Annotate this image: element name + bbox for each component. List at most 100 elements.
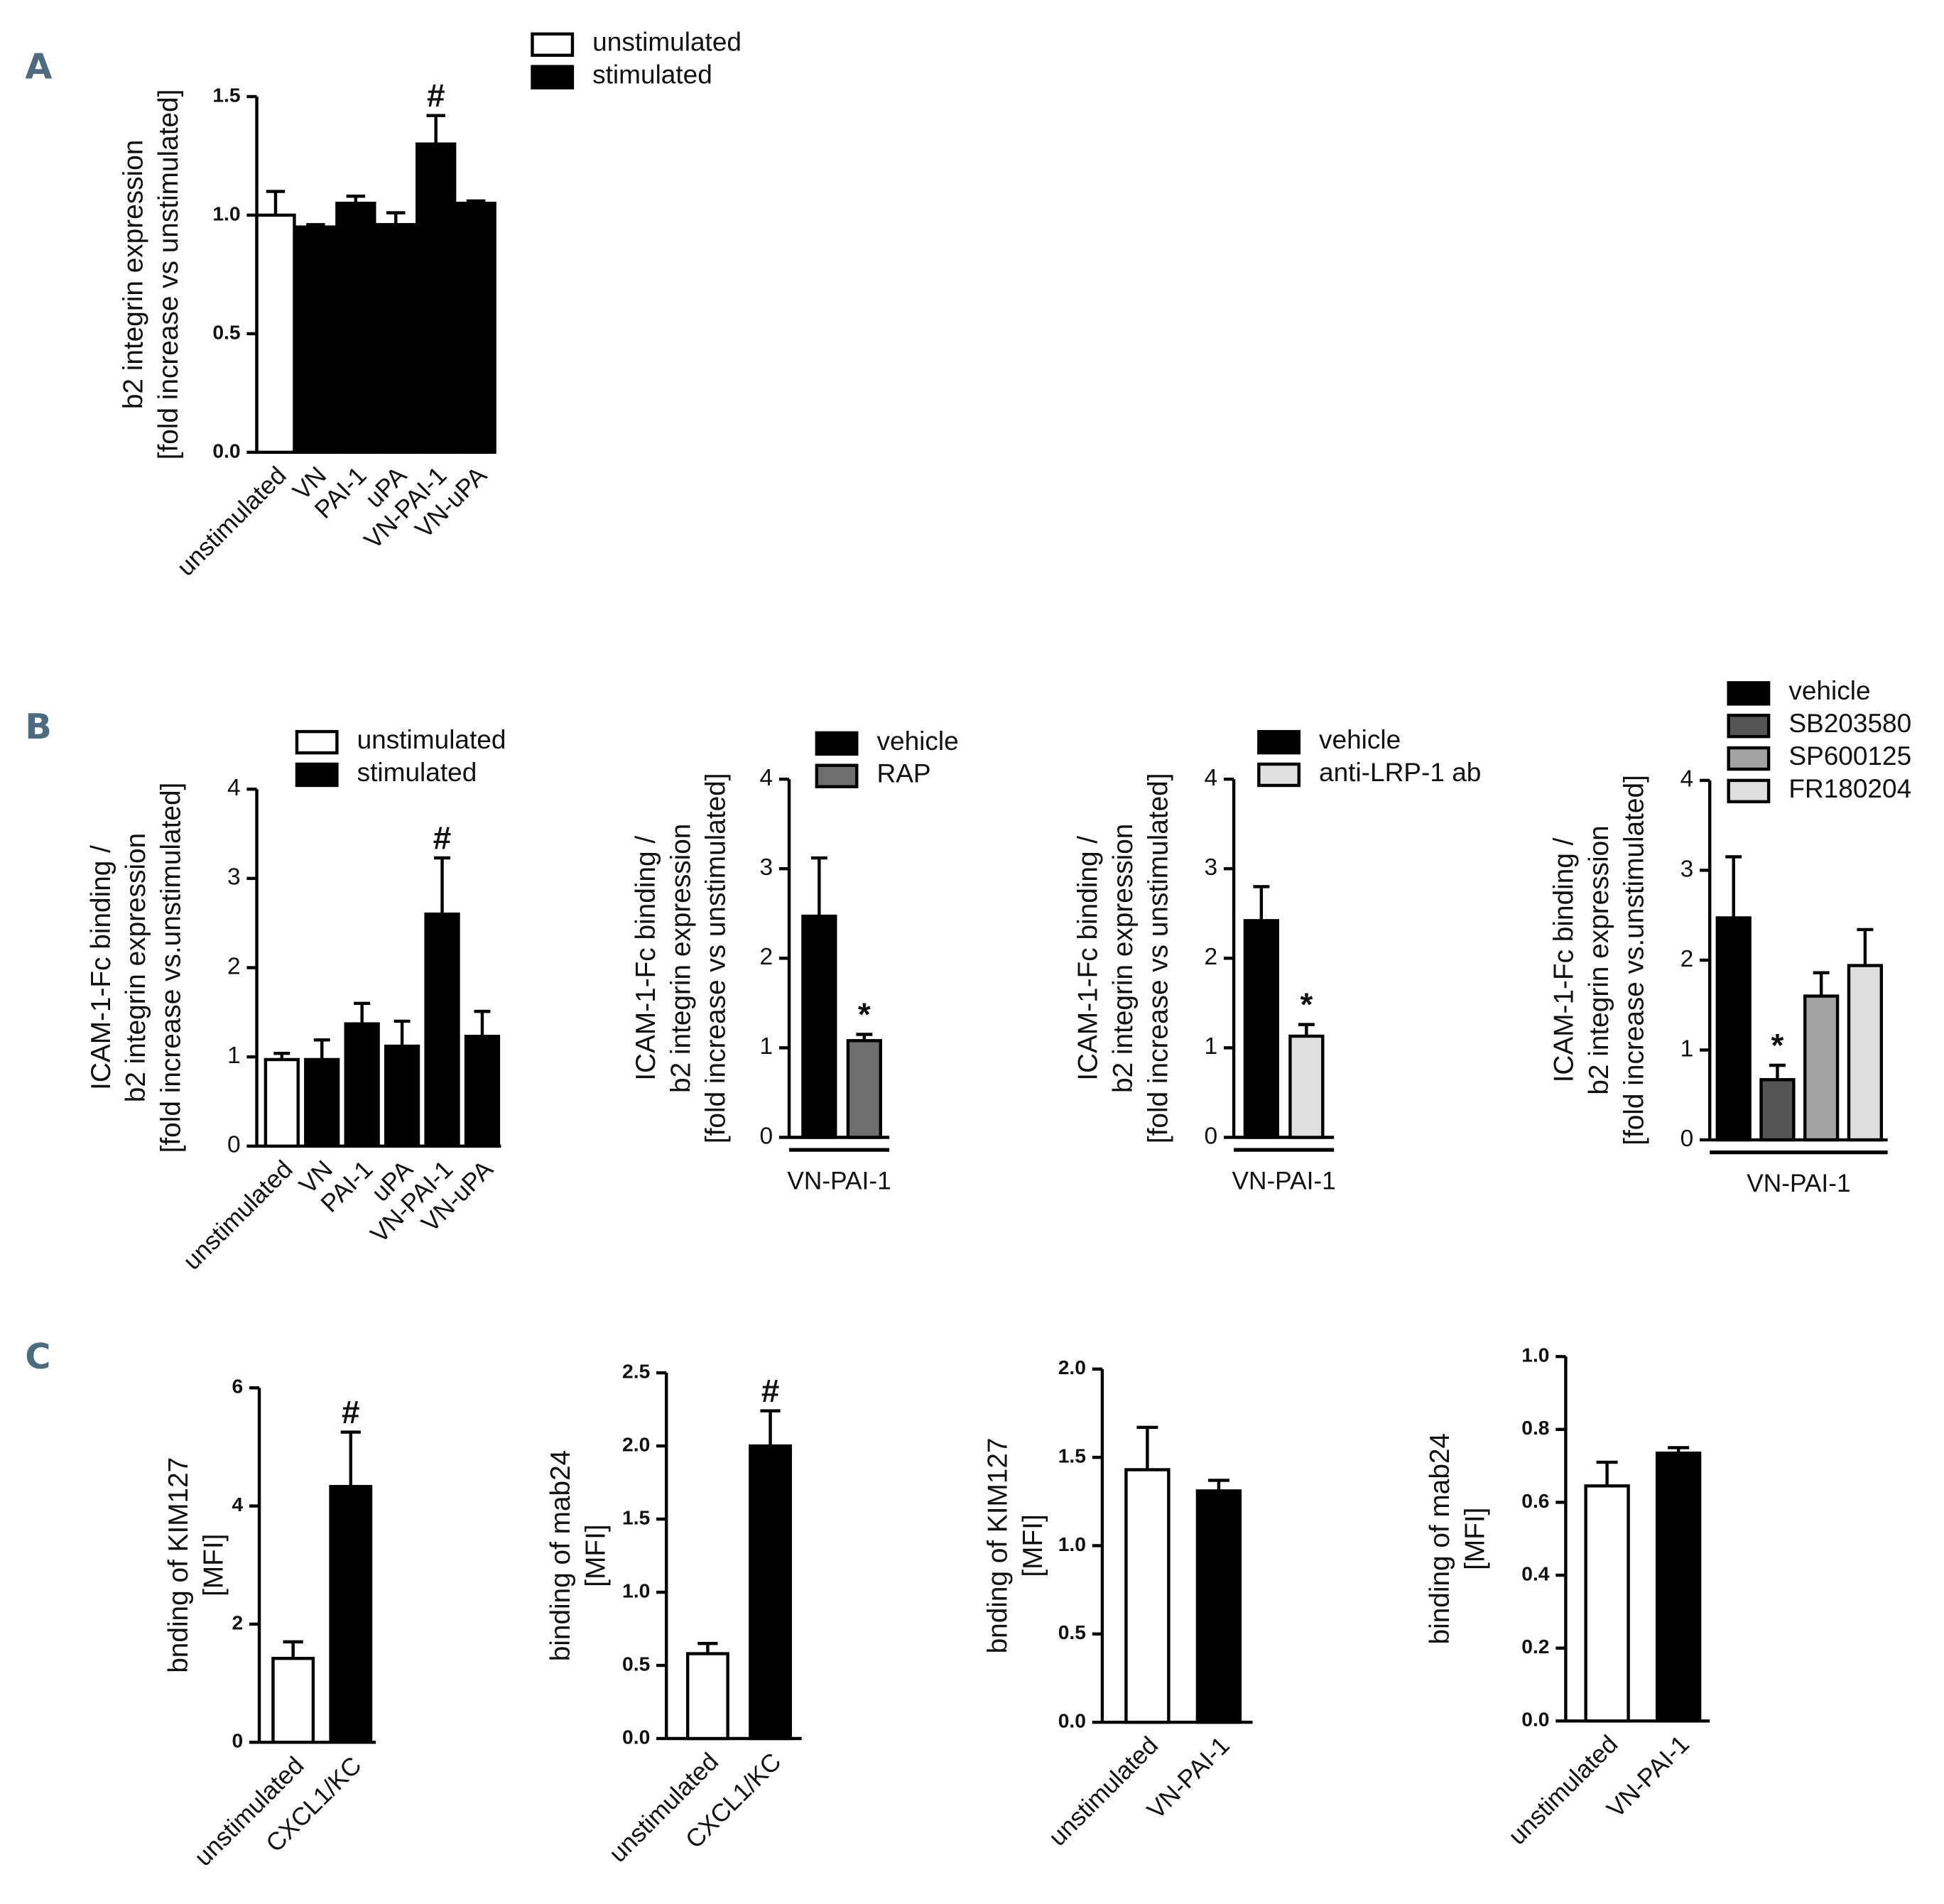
x-tick-label: unstimulated [172, 462, 292, 582]
legend-swatch [1257, 762, 1300, 788]
y-axis-label: [fold increase vs unstimulated] [1143, 773, 1173, 1143]
y-tick-label: 2.0 [622, 1432, 650, 1455]
y-tick-label: 3 [1680, 856, 1694, 882]
bar [455, 202, 496, 455]
legend-swatch [1727, 681, 1771, 706]
y-tick-label: 2.0 [1058, 1356, 1086, 1378]
y-tick-label: 4 [1205, 765, 1218, 791]
significance-label: # [433, 819, 452, 856]
y-tick-label: 2 [1205, 944, 1218, 970]
bar [344, 1022, 380, 1148]
y-tick-label: 1.5 [622, 1506, 650, 1528]
y-tick-label: 6 [232, 1375, 243, 1398]
y-tick-label: 1.0 [1521, 1344, 1549, 1366]
bar [749, 1444, 792, 1741]
y-axis-label: [MFI] [1460, 1508, 1490, 1570]
legend-swatch [1727, 778, 1771, 804]
y-axis-label: binding of mab24 [545, 1450, 576, 1662]
legend-label: RAP [876, 758, 930, 788]
y-tick-label: 0.5 [1058, 1621, 1086, 1643]
bar [264, 1057, 300, 1148]
legend-label: vehicle [1788, 675, 1870, 705]
y-axis-label: [MFI] [199, 1534, 229, 1596]
y-tick-label: 2 [759, 944, 773, 970]
y-axis-label: b2 integrin expression [121, 833, 151, 1102]
y-tick-label: 4 [232, 1493, 243, 1516]
y-tick-label: 4 [759, 765, 773, 791]
y-axis-label: [fold increase vs.unstimulated] [156, 783, 187, 1153]
y-axis-label: b2 integrin expression [1108, 824, 1139, 1093]
legend-swatch [1257, 729, 1300, 755]
y-tick-label: 0.4 [1521, 1562, 1550, 1584]
y-tick-label: 1.0 [622, 1579, 650, 1601]
y-axis-label: binding of mab24 [1425, 1433, 1455, 1645]
y-tick-label: 1.5 [1058, 1445, 1086, 1467]
y-tick-label: 0 [759, 1123, 773, 1149]
legend-swatch [531, 65, 575, 89]
y-tick-label: 0.0 [1521, 1708, 1549, 1731]
y-axis-label: [fold increase vs unstimulated] [153, 89, 184, 460]
bar [801, 914, 837, 1139]
x-tick-label: VN-PAI-1 [787, 1167, 891, 1195]
x-tick-label: VN-PAI-1 [1747, 1170, 1850, 1197]
y-tick-label: 2 [227, 953, 241, 979]
bar [685, 1652, 729, 1741]
bar [375, 223, 416, 455]
bar [416, 142, 457, 455]
y-tick-label: 1.0 [1058, 1533, 1086, 1555]
y-tick-label: 1.5 [212, 83, 240, 106]
bar [1715, 916, 1752, 1142]
bar [1195, 1489, 1242, 1724]
y-axis-label: ICAM-1-Fc binding / [1549, 837, 1580, 1082]
y-tick-label: 1 [1205, 1033, 1218, 1060]
significance-label: # [427, 77, 445, 114]
legend-swatch [815, 763, 859, 788]
legend-label: vehicle [876, 726, 958, 756]
legend-label: stimulated [592, 60, 712, 89]
legend-label: stimulated [357, 757, 477, 787]
y-tick-label: 1 [1680, 1035, 1694, 1062]
bar [295, 225, 337, 455]
panel-label: C [25, 1336, 50, 1377]
y-tick-label: 0.5 [212, 320, 240, 343]
bar [1803, 994, 1840, 1142]
y-axis-label: bnding of KIM127 [163, 1457, 194, 1673]
y-axis-label: ICAM-1-Fc binding / [631, 836, 661, 1081]
y-tick-label: 2.5 [622, 1359, 650, 1382]
x-tick-label: unstimulated [1503, 1730, 1623, 1850]
x-tick-label: VN-PAI-1 [1232, 1167, 1335, 1195]
legend-swatch [1727, 713, 1771, 739]
y-tick-label: 1 [759, 1033, 773, 1060]
y-tick-label: 0 [1680, 1126, 1694, 1152]
legend-label: vehicle [1319, 724, 1401, 754]
panel-label: A [25, 46, 52, 87]
legend-swatch [1727, 746, 1771, 771]
y-tick-label: 1.0 [212, 202, 240, 224]
bar [1847, 964, 1884, 1142]
y-axis-label: [fold increase vs.unstimulated] [1619, 775, 1649, 1146]
bar [846, 1039, 882, 1139]
legend-swatch [295, 729, 339, 755]
legend-label: SB203580 [1788, 708, 1911, 738]
legend-swatch [531, 32, 575, 58]
significance-label: # [342, 1393, 360, 1430]
y-tick-label: 0.2 [1521, 1635, 1549, 1658]
legend-swatch [295, 762, 339, 788]
y-tick-label: 1 [227, 1043, 241, 1069]
y-tick-label: 4 [1680, 766, 1694, 793]
y-tick-label: 0.0 [212, 439, 240, 462]
y-tick-label: 0.6 [1521, 1489, 1549, 1512]
y-tick-label: 0 [227, 1132, 241, 1158]
y-axis-label: bnding of KIM127 [983, 1437, 1014, 1653]
panel-label: B [25, 706, 52, 747]
y-tick-label: 3 [759, 854, 773, 881]
y-tick-label: 2 [1680, 946, 1694, 972]
significance-label: * [1771, 1026, 1784, 1063]
legend-label: unstimulated [357, 724, 506, 754]
y-tick-label: 0.5 [622, 1652, 650, 1675]
y-tick-label: 0 [232, 1729, 243, 1752]
legend-label: SP600125 [1788, 741, 1911, 771]
y-axis-label: [MFI] [580, 1524, 611, 1587]
y-tick-label: 0 [1205, 1123, 1218, 1149]
